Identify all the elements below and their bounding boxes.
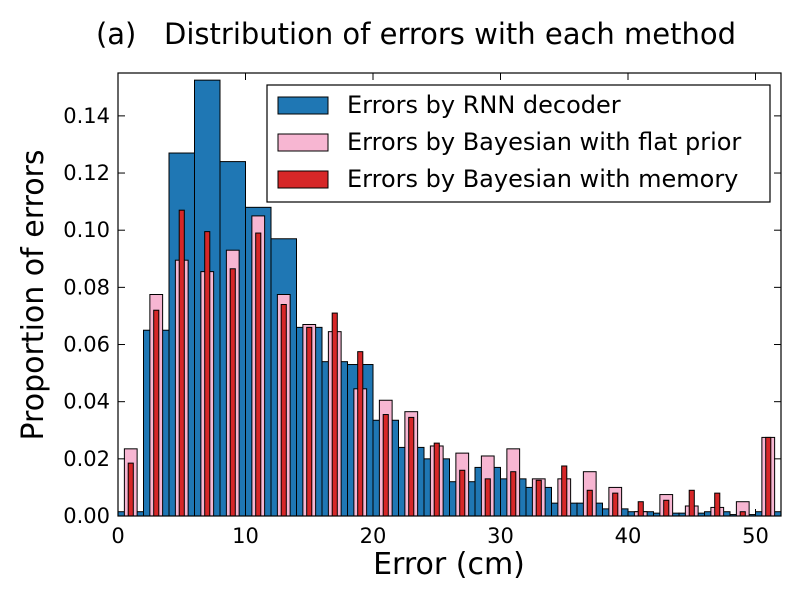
legend-box xyxy=(266,84,771,203)
legend-swatch-2 xyxy=(277,133,329,152)
x-tick-label: 20 xyxy=(360,524,387,548)
y-tick-label: 0.00 xyxy=(63,504,110,528)
bar-series-3 xyxy=(561,465,568,517)
bar-series-3 xyxy=(357,351,364,517)
bar-series-3 xyxy=(280,304,287,517)
bar-series-3 xyxy=(204,231,211,517)
y-tick-label: 0.06 xyxy=(63,333,110,357)
bar-series-3 xyxy=(484,478,491,517)
bar-series-3 xyxy=(663,499,670,517)
bar-series-3 xyxy=(739,511,746,517)
bars-layer xyxy=(117,79,782,517)
plot-frame xyxy=(117,72,782,517)
bar-series-3 xyxy=(331,312,338,517)
bar-series-3 xyxy=(306,326,313,517)
x-tick-label: 40 xyxy=(615,524,642,548)
bar-series-3 xyxy=(637,501,644,517)
legend-swatch-3 xyxy=(277,170,329,189)
legend: Errors by RNN decoder Errors by Bayesian … xyxy=(266,84,771,203)
bar-series-3 xyxy=(255,232,262,517)
bar-series-3 xyxy=(714,492,721,517)
chart-title: (a) Distribution of errors with each met… xyxy=(96,17,736,51)
x-tick-label: 0 xyxy=(111,524,124,548)
x-axis-label: Error (cm) xyxy=(373,547,525,582)
bar-series-3 xyxy=(433,442,440,517)
legend-label-1: Errors by RNN decoder xyxy=(347,91,621,119)
y-axis-label: Proportion of errors xyxy=(16,149,51,440)
bar-series-3 xyxy=(229,268,236,517)
bar-series-3 xyxy=(178,209,185,517)
x-tick-label: 30 xyxy=(487,524,514,548)
legend-label-2: Errors by Bayesian with flat prior xyxy=(347,128,741,156)
x-tick-label: 50 xyxy=(742,524,769,548)
y-tick-label: 0.08 xyxy=(63,275,110,299)
bar-series-3 xyxy=(153,309,160,517)
bar-series-3 xyxy=(510,471,517,517)
legend-label-3: Errors by Bayesian with memory xyxy=(347,165,738,193)
y-tick-label: 0.12 xyxy=(63,161,110,185)
x-tick-label: 10 xyxy=(232,524,259,548)
y-tick-label: 0.02 xyxy=(63,447,110,471)
y-tick-label: 0.04 xyxy=(63,390,110,414)
bar-series-3 xyxy=(612,492,619,517)
bar-series-3 xyxy=(688,489,695,517)
legend-swatch-1 xyxy=(277,96,329,115)
bar-series-3 xyxy=(459,469,466,517)
bar-series-3 xyxy=(586,489,593,517)
axes-layer: 0 10 20 30 40 50 0.00 0.02 0.04 0.06 0.08 0.10 0.12 0… xyxy=(63,72,782,548)
bar-series-3 xyxy=(382,414,389,517)
bar-series-3 xyxy=(408,416,415,517)
bar-series-3 xyxy=(127,462,134,517)
y-tick-label: 0.14 xyxy=(63,104,110,128)
bar-series-3 xyxy=(765,436,772,517)
bar-series-3 xyxy=(535,479,542,517)
y-tick-label: 0.10 xyxy=(63,218,110,242)
